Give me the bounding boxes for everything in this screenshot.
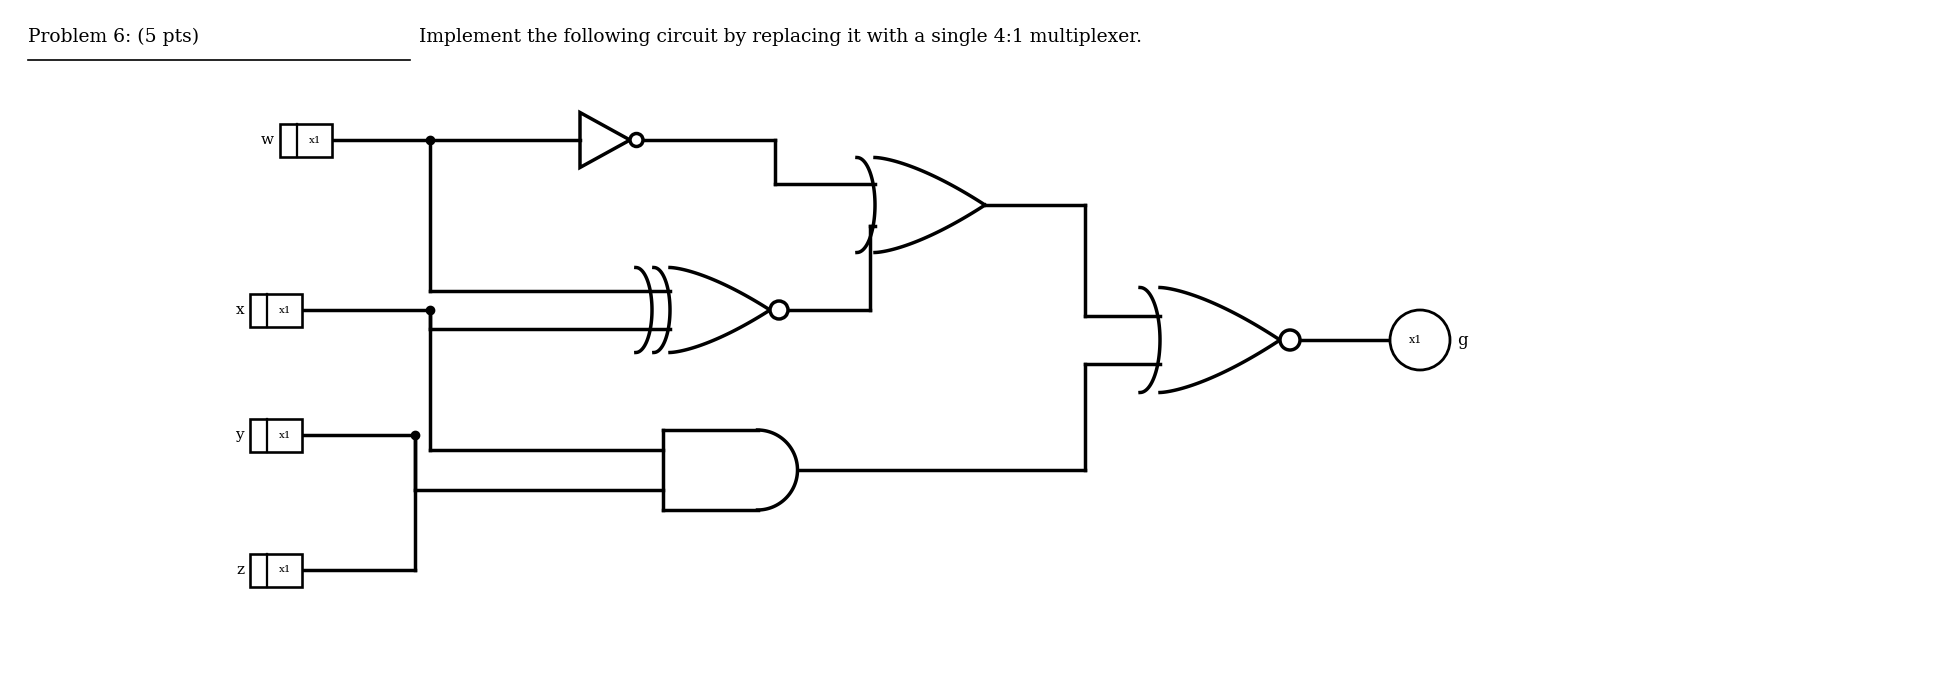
Circle shape — [770, 301, 787, 319]
Text: w: w — [262, 133, 274, 147]
Text: x: x — [234, 303, 244, 317]
Circle shape — [1389, 310, 1450, 370]
Bar — [250, 293, 303, 326]
Bar — [279, 124, 332, 157]
Text: x1: x1 — [279, 431, 291, 440]
Text: Problem 6: (5 pts): Problem 6: (5 pts) — [27, 28, 199, 46]
Bar — [250, 419, 303, 451]
Text: g: g — [1458, 331, 1467, 348]
Circle shape — [1280, 330, 1299, 350]
Text: x1: x1 — [279, 306, 291, 315]
Circle shape — [629, 133, 643, 146]
Text: x1: x1 — [279, 566, 291, 575]
Text: x1: x1 — [309, 135, 320, 144]
Text: x1: x1 — [1409, 335, 1423, 345]
Bar — [250, 553, 303, 586]
Text: y: y — [234, 428, 244, 442]
Text: z: z — [236, 563, 244, 577]
Text: Implement the following circuit by replacing it with a single 4:1 multiplexer.: Implement the following circuit by repla… — [412, 28, 1141, 46]
